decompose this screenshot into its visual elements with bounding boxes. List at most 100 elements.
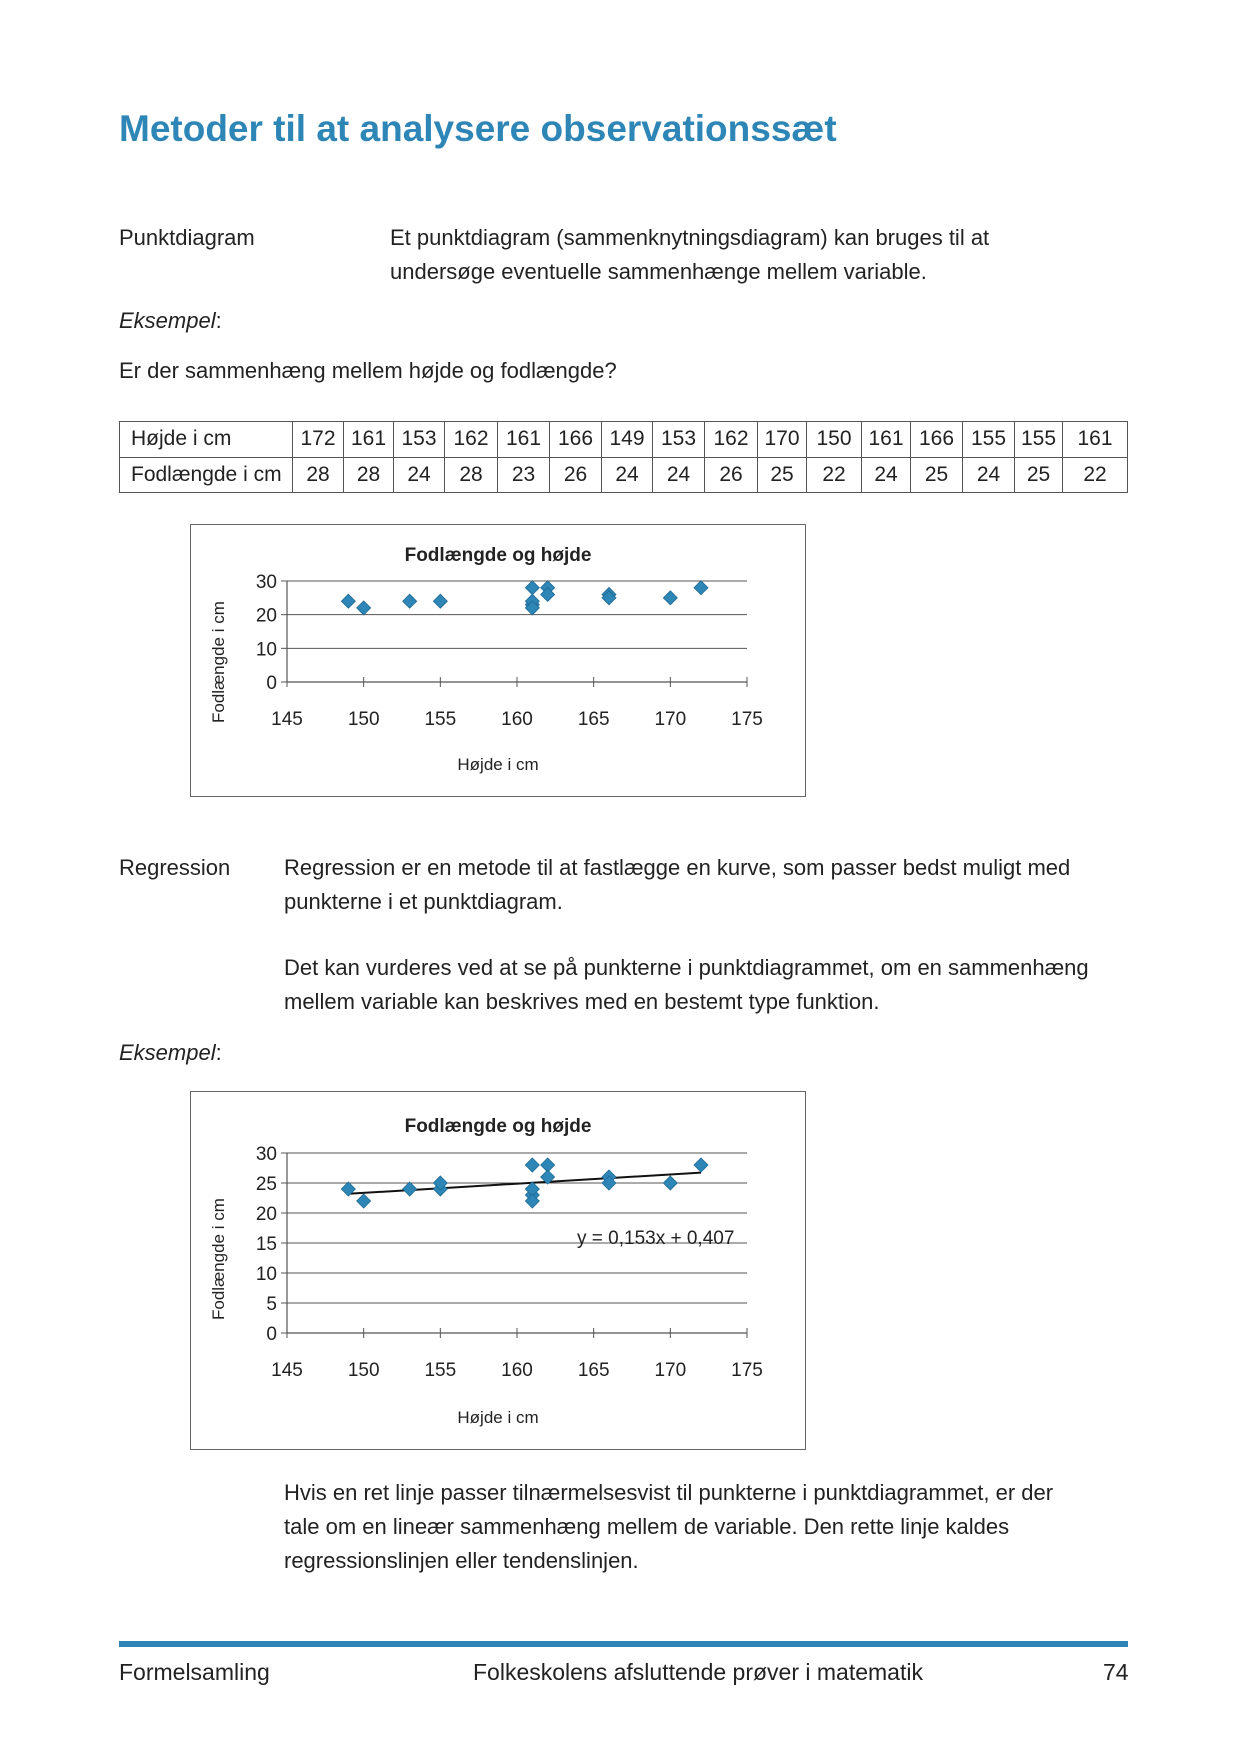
- table-cell: 161: [343, 421, 394, 458]
- x-tick-label: 155: [424, 1360, 456, 1381]
- table-cell: 153: [652, 421, 705, 458]
- term-regression: Regression: [119, 855, 231, 880]
- chart-plot-area: 0 5 10 15 20 25 30 145 150 155 160 165 170 175 y = 0,1…: [256, 1144, 763, 1381]
- paragraph-line: mellem variable kan beskrives med en bes…: [284, 989, 880, 1014]
- data-point: [540, 586, 556, 603]
- table-cell: 172: [292, 421, 344, 458]
- x-tick-label: 160: [501, 1360, 533, 1381]
- x-tick-label: 155: [424, 709, 456, 730]
- data-point: [524, 1157, 540, 1173]
- description-line: undersøge eventuelle sammenhænge mellem …: [390, 259, 927, 284]
- table-cell: 25: [1014, 456, 1063, 493]
- y-tick-label: 30: [256, 572, 277, 593]
- data-point: [356, 600, 372, 616]
- table-cell: 26: [549, 456, 602, 493]
- table-cell: 166: [910, 421, 963, 458]
- example-label-2: Eksempel:: [119, 1036, 222, 1070]
- y-tick-label: 15: [256, 1234, 277, 1255]
- data-point: [402, 1181, 418, 1197]
- table-cell: 162: [704, 421, 758, 458]
- table-cell: 150: [806, 421, 862, 458]
- trendline-equation: y = 0,153x + 0,407: [577, 1228, 734, 1249]
- row-header: Højde i cm: [119, 421, 293, 458]
- data-point: [540, 1169, 556, 1185]
- x-tick-label: 160: [501, 709, 533, 730]
- y-tick-label: 10: [256, 1264, 277, 1285]
- table-cell: 25: [910, 456, 963, 493]
- table-cell: 28: [292, 456, 344, 493]
- data-point: [662, 590, 678, 606]
- description-line: Et punktdiagram (sammenknytningsdiagram)…: [390, 225, 990, 250]
- y-tick-label: 0: [266, 673, 277, 694]
- y-tick-label: 0: [266, 1324, 277, 1345]
- table-row-heights: Højde i cm 172 161 153 162 161 166 149 1…: [119, 421, 1128, 458]
- x-tick-label: 145: [271, 1360, 303, 1381]
- x-tick-label: 165: [578, 1360, 610, 1381]
- table-cell: 22: [1062, 456, 1128, 493]
- y-tick-label: 20: [256, 606, 277, 627]
- paragraph-line: Hvis en ret linje passer tilnærmelsesvis…: [284, 1480, 1054, 1505]
- punktdiagram-description: Et punktdiagram (sammenknytningsdiagram)…: [390, 221, 989, 289]
- paragraph-line: Det kan vurderes ved at se på punkterne …: [284, 955, 1089, 980]
- table-cell: 24: [652, 456, 705, 493]
- x-axis-label: Højde i cm: [457, 1408, 539, 1427]
- data-point: [356, 1193, 372, 1209]
- chart-title: Fodlængde og højde: [404, 1116, 592, 1137]
- table-cell: 22: [806, 456, 862, 493]
- x-tick-label: 150: [348, 709, 380, 730]
- table-cell: 162: [444, 421, 498, 458]
- paragraph-line: punkterne i et punktdiagram.: [284, 889, 563, 914]
- paragraph-line: regressionslinjen eller tendenslinjen.: [284, 1548, 639, 1573]
- example-label: Eksempel:: [119, 304, 222, 338]
- x-axis-label: Højde i cm: [457, 755, 539, 774]
- term-punktdiagram: Punktdiagram: [119, 225, 255, 250]
- y-tick-label: 20: [256, 1204, 277, 1225]
- chart-plot-area: 0 10 20 30 145 150 155 160 165 170 175: [256, 572, 763, 730]
- paragraph-line: Regression er en metode til at fastlægge…: [284, 855, 1071, 880]
- data-point: [432, 593, 448, 609]
- footer-left: Formelsamling: [119, 1659, 270, 1685]
- table-cell: 24: [393, 456, 445, 493]
- data-point: [340, 593, 356, 609]
- example-question: Er der sammenhæng mellem højde og fodlæn…: [119, 358, 617, 383]
- data-point: [402, 593, 418, 609]
- data-point: [524, 580, 540, 596]
- chart-title: Fodlængde og højde: [404, 545, 592, 566]
- example-colon: :: [215, 308, 222, 333]
- page-number: 74: [1103, 1659, 1129, 1685]
- data-point: [601, 590, 617, 606]
- footer-rule: [119, 1641, 1128, 1647]
- table-cell: 24: [861, 456, 911, 493]
- table-cell: 170: [757, 421, 807, 458]
- data-point: [524, 1193, 540, 1209]
- y-tick-label: 5: [266, 1294, 277, 1315]
- regression-para-3: Hvis en ret linje passer tilnærmelsesvis…: [284, 1476, 1053, 1578]
- data-point: [340, 1181, 356, 1197]
- x-tick-label: 150: [348, 1360, 380, 1381]
- data-point: [693, 1157, 709, 1173]
- x-tick-label: 175: [731, 1360, 763, 1381]
- paragraph-line: tale om en lineær sammenhæng mellem de v…: [284, 1514, 1010, 1539]
- footer-center: Folkeskolens afsluttende prøver i matema…: [473, 1659, 923, 1685]
- x-tick-label: 175: [731, 709, 763, 730]
- table-cell: 161: [1062, 421, 1128, 458]
- data-point: [662, 1175, 678, 1191]
- height-foot-table: Højde i cm 172 161 153 162 161 166 149 1…: [119, 421, 1128, 493]
- scatter-chart-2: Fodlængde og højde Fodlængde i cm Højde …: [190, 1091, 806, 1450]
- regression-para-2: Det kan vurderes ved at se på punkterne …: [284, 951, 1089, 1019]
- example-text: Eksempel: [119, 1040, 216, 1065]
- x-tick-label: 170: [654, 709, 686, 730]
- table-row-foot-lengths: Fodlængde i cm 28 28 24 28 23 26 24 24 2…: [119, 456, 1128, 493]
- scatter-chart-1: Fodlængde og højde Fodlængde i cm Højde …: [190, 524, 806, 797]
- table-cell: 24: [962, 456, 1015, 493]
- table-cell: 161: [497, 421, 550, 458]
- table-cell: 155: [962, 421, 1015, 458]
- table-cell: 155: [1014, 421, 1063, 458]
- table-cell: 149: [601, 421, 653, 458]
- data-point: [601, 1175, 617, 1191]
- example-colon: :: [215, 1040, 222, 1065]
- table-cell: 166: [549, 421, 602, 458]
- table-cell: 28: [444, 456, 498, 493]
- example-text: Eksempel: [119, 308, 216, 333]
- table-cell: 25: [757, 456, 807, 493]
